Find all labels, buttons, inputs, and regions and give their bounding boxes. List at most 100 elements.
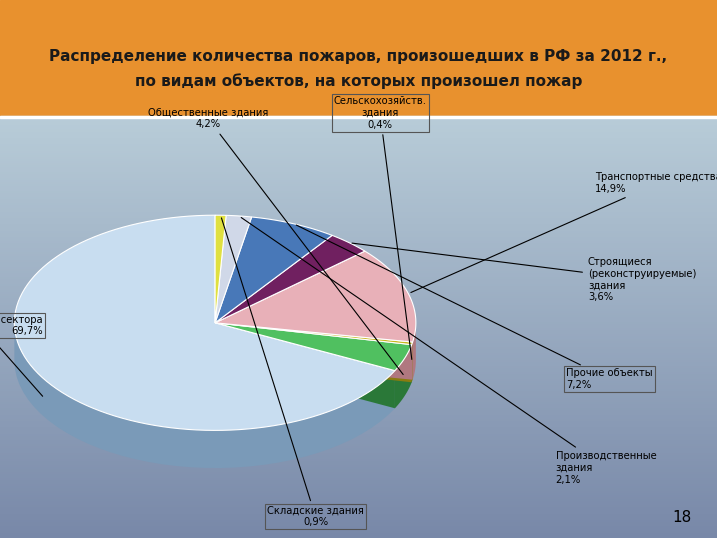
Bar bbox=[0, 295, 717, 298]
Bar bbox=[0, 181, 717, 183]
Bar bbox=[0, 515, 717, 517]
Bar bbox=[0, 532, 717, 534]
Bar bbox=[0, 306, 717, 308]
Bar bbox=[0, 141, 717, 143]
Bar bbox=[0, 249, 717, 251]
Bar bbox=[0, 221, 717, 223]
Bar bbox=[0, 120, 717, 122]
Text: Строящиеся
(реконструируемые)
здания
3,6%: Строящиеся (реконструируемые) здания 3,6… bbox=[352, 243, 696, 302]
Bar bbox=[0, 177, 717, 179]
Bar bbox=[0, 272, 717, 274]
Bar bbox=[0, 183, 717, 186]
Text: Общественные здания
4,2%: Общественные здания 4,2% bbox=[148, 108, 403, 374]
Bar bbox=[0, 147, 717, 150]
Bar bbox=[0, 358, 717, 360]
Polygon shape bbox=[215, 323, 412, 380]
Polygon shape bbox=[215, 215, 252, 323]
Bar bbox=[0, 291, 717, 293]
Polygon shape bbox=[215, 323, 412, 371]
Bar bbox=[0, 150, 717, 152]
Polygon shape bbox=[412, 324, 416, 380]
Bar bbox=[0, 521, 717, 523]
Bar bbox=[0, 186, 717, 187]
Bar bbox=[0, 253, 717, 255]
Bar bbox=[0, 255, 717, 257]
Bar bbox=[0, 289, 717, 291]
Bar bbox=[0, 327, 717, 329]
Bar bbox=[0, 472, 717, 475]
Bar bbox=[0, 257, 717, 259]
Text: Здания жилого сектора
69,7%: Здания жилого сектора 69,7% bbox=[0, 315, 43, 397]
Bar bbox=[0, 266, 717, 268]
Bar bbox=[0, 187, 717, 189]
Bar bbox=[0, 492, 717, 494]
Bar bbox=[0, 310, 717, 312]
Bar bbox=[0, 134, 717, 137]
Bar bbox=[0, 175, 717, 177]
Bar bbox=[0, 376, 717, 378]
Bar bbox=[0, 325, 717, 327]
Bar bbox=[0, 428, 717, 430]
Bar bbox=[0, 264, 717, 266]
Bar bbox=[0, 352, 717, 355]
Bar bbox=[0, 534, 717, 536]
Bar bbox=[0, 363, 717, 365]
Text: Сельскохозяйств.
здания
0,4%: Сельскохозяйств. здания 0,4% bbox=[333, 96, 427, 359]
Bar bbox=[0, 280, 717, 282]
Bar bbox=[0, 511, 717, 513]
Text: Распределение количества пожаров, произошедших в РФ за 2012 г.,: Распределение количества пожаров, произо… bbox=[49, 49, 668, 64]
Bar bbox=[0, 209, 717, 211]
Bar bbox=[0, 433, 717, 435]
Bar bbox=[0, 276, 717, 278]
Polygon shape bbox=[14, 215, 395, 430]
Bar bbox=[0, 194, 717, 196]
Bar bbox=[0, 422, 717, 424]
Bar bbox=[0, 498, 717, 500]
Text: Производственные
здания
2,1%: Производственные здания 2,1% bbox=[241, 217, 657, 485]
Bar bbox=[0, 468, 717, 470]
Bar bbox=[0, 217, 717, 219]
Bar bbox=[0, 477, 717, 479]
Bar bbox=[0, 168, 717, 171]
Bar bbox=[0, 301, 717, 303]
Polygon shape bbox=[215, 323, 412, 383]
Bar bbox=[0, 513, 717, 515]
Bar bbox=[0, 282, 717, 285]
Bar bbox=[0, 475, 717, 477]
Bar bbox=[0, 259, 717, 261]
Bar bbox=[0, 160, 717, 162]
Bar bbox=[0, 494, 717, 496]
Bar bbox=[0, 156, 717, 158]
Bar bbox=[0, 126, 717, 129]
Bar bbox=[0, 225, 717, 228]
Bar bbox=[0, 219, 717, 221]
Bar bbox=[0, 401, 717, 403]
Bar bbox=[0, 435, 717, 437]
Bar bbox=[0, 405, 717, 407]
Bar bbox=[0, 158, 717, 160]
Bar bbox=[0, 411, 717, 413]
Bar bbox=[0, 373, 717, 376]
Bar bbox=[0, 380, 717, 382]
Bar bbox=[0, 454, 717, 456]
Bar bbox=[0, 285, 717, 287]
Bar bbox=[0, 508, 717, 511]
Bar bbox=[0, 331, 717, 333]
Bar bbox=[0, 479, 717, 481]
Bar bbox=[0, 268, 717, 270]
Bar bbox=[0, 464, 717, 466]
Polygon shape bbox=[215, 323, 412, 380]
Bar bbox=[0, 348, 717, 350]
Bar bbox=[0, 458, 717, 460]
Bar bbox=[0, 308, 717, 310]
Bar bbox=[0, 399, 717, 401]
Bar bbox=[0, 430, 717, 433]
Bar bbox=[0, 234, 717, 236]
Bar bbox=[0, 207, 717, 209]
Bar bbox=[0, 303, 717, 306]
Bar bbox=[0, 244, 717, 246]
Bar bbox=[0, 323, 717, 325]
Polygon shape bbox=[215, 217, 332, 323]
Bar bbox=[0, 426, 717, 428]
Bar bbox=[0, 298, 717, 299]
